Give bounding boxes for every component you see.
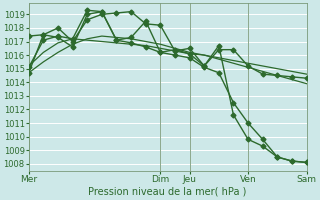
X-axis label: Pression niveau de la mer( hPa ): Pression niveau de la mer( hPa ) (88, 187, 247, 197)
